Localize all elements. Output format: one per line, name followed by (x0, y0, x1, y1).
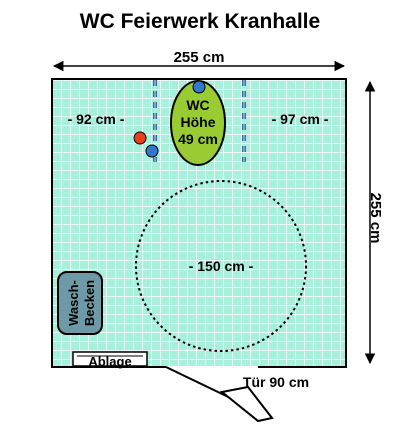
wash-basin-label-line1: Wasch- (66, 280, 81, 326)
width-label: 255 cm (174, 49, 225, 66)
wash-basin (57, 271, 103, 335)
door (165, 366, 274, 423)
floor-tiles (52, 80, 345, 366)
left-clearance-label: - 92 cm - (68, 111, 125, 127)
right-clearance-label: - 97 cm - (272, 111, 329, 127)
wc-label: WC (186, 97, 209, 113)
wc-height-value: 49 cm (178, 131, 218, 147)
page-title: WC Feierwerk Kranhalle (79, 10, 321, 33)
shelf-label: Ablage (88, 354, 131, 369)
wash-basin-label-line2: Becken (82, 280, 97, 326)
door-label: Tür 90 cm (243, 374, 309, 390)
paper-holder-icon (145, 144, 159, 158)
depth-label: 255 cm (367, 193, 384, 244)
room-walls (51, 78, 347, 368)
turning-circle-label: - 150 cm - (189, 258, 254, 274)
turning-circle (135, 180, 307, 352)
wc-height-label: Höhe (181, 114, 216, 130)
flush-button-icon (192, 80, 206, 94)
alarm-button-icon (133, 131, 147, 145)
